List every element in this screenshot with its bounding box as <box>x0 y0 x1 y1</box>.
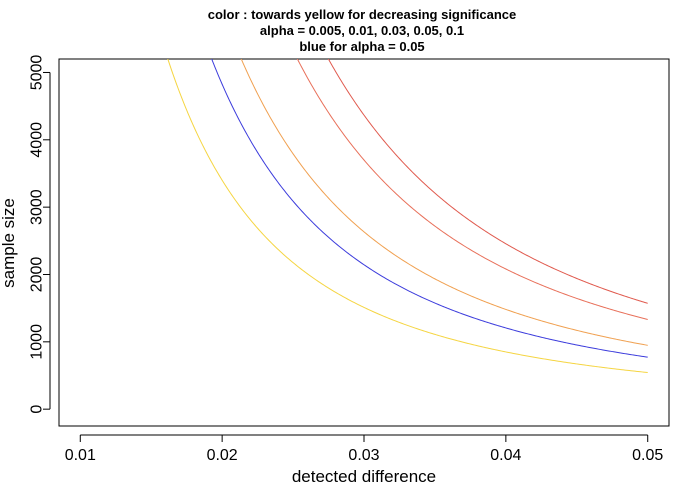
x-tick-label: 0.02 <box>207 447 238 464</box>
y-tick-label: 0 <box>29 405 46 414</box>
title-line-2: alpha = 0.005, 0.01, 0.03, 0.05, 0.1 <box>260 23 464 38</box>
y-axis-label: sample size <box>0 198 18 288</box>
y-tick-label: 4000 <box>29 122 46 158</box>
title-line-1: color : towards yellow for decreasing si… <box>208 7 516 22</box>
x-tick-label: 0.05 <box>632 447 663 464</box>
y-tick-label: 1000 <box>29 324 46 360</box>
x-axis: 0.01 0.02 0.03 0.04 0.05 <box>65 434 663 464</box>
series-line-alpha-0.1 <box>167 59 648 374</box>
x-axis-label: detected difference <box>292 467 436 486</box>
series-line-alpha-0.005 <box>327 59 648 304</box>
x-tick-label: 0.04 <box>490 447 521 464</box>
y-tick-label: 5000 <box>29 55 46 91</box>
title-line-3: blue for alpha = 0.05 <box>299 39 424 54</box>
curves <box>167 59 648 374</box>
y-tick-label: 3000 <box>29 189 46 225</box>
series-line-alpha-0.03 <box>240 59 648 346</box>
chart-title: color : towards yellow for decreasing si… <box>208 7 516 54</box>
x-tick-label: 0.01 <box>65 447 96 464</box>
y-axis: 0 1000 2000 3000 4000 5000 <box>29 55 51 414</box>
y-tick-label: 2000 <box>29 257 46 293</box>
series-line-alpha-0.05 <box>211 59 648 358</box>
plot-area-border <box>58 58 670 427</box>
series-line-alpha-0.01 <box>296 59 648 320</box>
x-tick-label: 0.03 <box>348 447 379 464</box>
